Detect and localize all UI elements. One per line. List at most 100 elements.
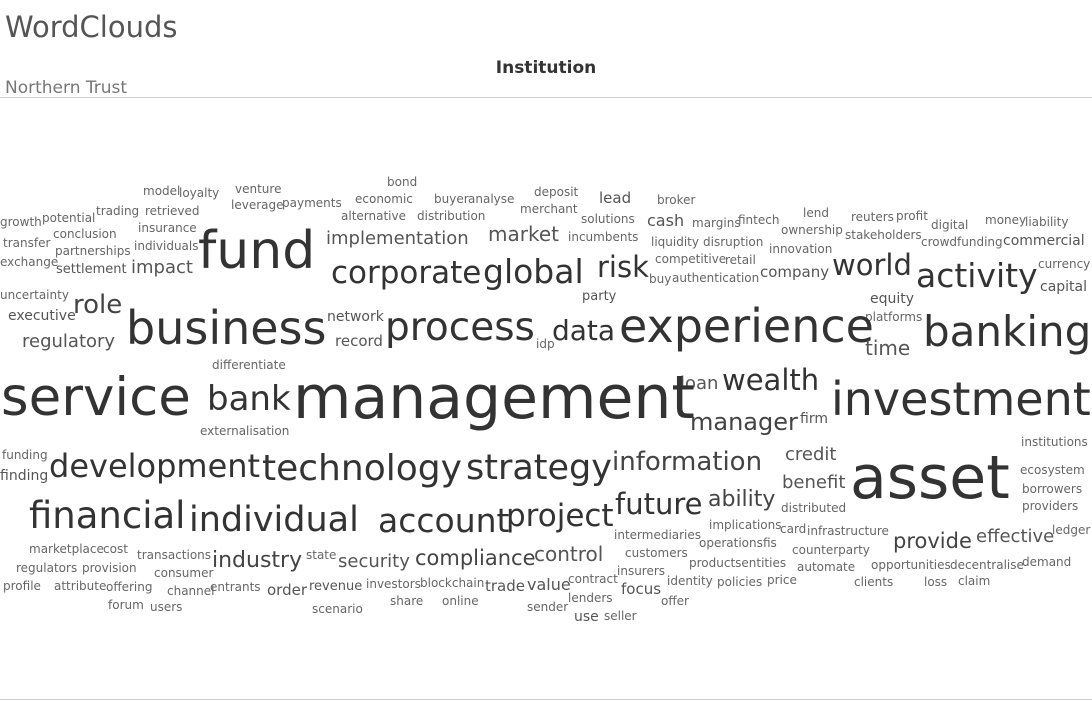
word: policies [717, 575, 763, 589]
word: cash [647, 211, 685, 230]
word: contract [568, 572, 618, 586]
word: lenders [568, 591, 613, 605]
word: use [574, 609, 599, 625]
word: ecosystem [1020, 463, 1085, 477]
word: implications [709, 518, 782, 532]
word: productsentities [689, 556, 787, 570]
word: project [506, 498, 614, 534]
word: channel [167, 584, 215, 598]
word: leverage [231, 198, 284, 212]
word: effective [976, 526, 1055, 547]
word: liquidity [651, 235, 699, 249]
word: marketplace [29, 542, 104, 556]
word: institutions [1021, 435, 1088, 449]
word: network [327, 309, 384, 325]
word: alternative [341, 209, 406, 223]
word: insurance [138, 221, 197, 235]
word: industry [212, 548, 303, 573]
word: innovation [769, 242, 833, 256]
word: bond [387, 175, 418, 189]
word: model [143, 184, 181, 198]
word: uncertainty [0, 288, 69, 302]
word: opportunities [871, 558, 951, 572]
word: manager [690, 408, 798, 436]
word: payments [282, 196, 342, 210]
word: price [767, 573, 797, 587]
word: users [150, 600, 183, 614]
word: experience [619, 299, 874, 353]
word: transactions [137, 548, 212, 562]
word: implementation [326, 228, 469, 249]
word: settlement [56, 262, 127, 277]
word: loyalty [179, 186, 220, 200]
word: process [385, 305, 535, 350]
word: company [760, 263, 830, 281]
word: development [49, 447, 261, 485]
word: scenario [312, 602, 363, 616]
word: fintech [738, 213, 780, 227]
word: risk [597, 250, 649, 284]
word: insurers [617, 564, 666, 578]
word: growth [0, 215, 42, 229]
word: investment [831, 372, 1091, 426]
word: provision [82, 561, 137, 575]
word: card [780, 522, 807, 536]
word: individuals [134, 239, 199, 253]
word: capital [1040, 279, 1088, 295]
word: information [612, 447, 763, 477]
word: compliance [415, 546, 536, 570]
word: world [832, 248, 912, 282]
word: currency [1038, 257, 1091, 271]
word-cloud: bond model loyalty venture deposit econo… [0, 98, 1092, 698]
word: solutions [581, 212, 635, 226]
word: order [267, 581, 307, 599]
word: consumer [154, 566, 214, 580]
word: profile [3, 579, 41, 593]
word: distribution [417, 209, 486, 223]
word: claim [958, 574, 991, 588]
word: crowdfunding [921, 235, 1003, 249]
word: ledger [1052, 523, 1091, 537]
word: margins [692, 216, 741, 230]
word: equity [870, 291, 915, 307]
sheet-title: Institution [495, 58, 597, 78]
word: bank [207, 379, 291, 419]
word: ability [708, 487, 776, 512]
word: data [552, 314, 616, 347]
word: competitive [655, 252, 727, 266]
word: potential [42, 211, 96, 225]
word: reuters [851, 210, 894, 224]
word: trade [485, 577, 525, 595]
word: exchange [0, 255, 59, 269]
word: lead [599, 189, 632, 207]
word: party [582, 289, 617, 304]
word: externalisation [200, 424, 290, 438]
word: funding [2, 448, 48, 462]
word: platforms [865, 310, 923, 324]
word: executive [8, 308, 76, 324]
word: conclusion [53, 227, 117, 241]
word: future [615, 487, 703, 521]
word: finding [0, 468, 49, 484]
word: transfer [3, 236, 51, 250]
word: clients [854, 575, 894, 589]
word: distributed [781, 501, 847, 515]
word: analyse [468, 192, 515, 206]
word: service [1, 367, 191, 428]
word: demand [1022, 555, 1072, 569]
word: management [293, 363, 695, 433]
word: sender [527, 600, 569, 614]
word: money [985, 213, 1027, 227]
word: seller [604, 609, 637, 623]
word: regulatory [22, 331, 116, 352]
word: security [338, 551, 410, 572]
word: credit [785, 444, 837, 465]
word: forum [108, 598, 144, 612]
word: share [390, 594, 424, 608]
word: benefit [782, 472, 846, 493]
word: firm [800, 411, 828, 427]
word: lend [803, 206, 829, 220]
word: liability [1025, 215, 1069, 229]
word: investors [366, 577, 421, 591]
word: incumbents [568, 230, 639, 244]
